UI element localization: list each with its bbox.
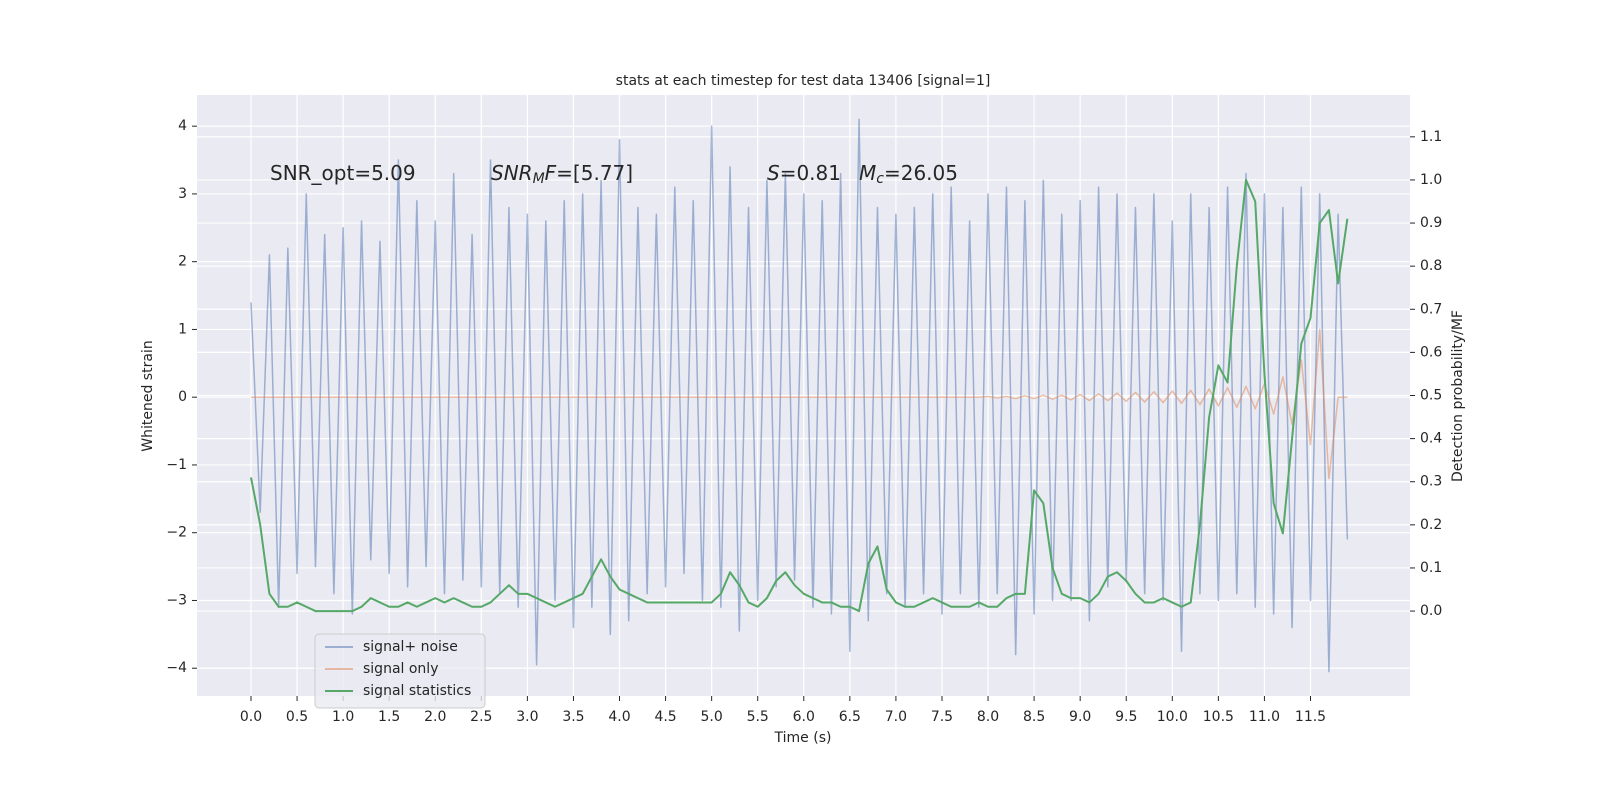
y2-tick-label: 0.0	[1420, 603, 1442, 619]
x-tick-label: 8.5	[1023, 709, 1045, 725]
x-tick-label: 1.5	[378, 709, 400, 725]
series-line	[250, 178, 1349, 613]
annotation-part: SNR	[491, 161, 533, 185]
y-tick-label: 3	[178, 186, 187, 202]
y-tick-label: 2	[178, 254, 187, 270]
x-tick-label: 4.5	[654, 709, 676, 725]
x-tick-label: 11.0	[1249, 709, 1280, 725]
series-line	[250, 118, 1349, 673]
y-tick-label: −1	[166, 457, 187, 473]
y2-tick-label: 0.6	[1420, 344, 1442, 360]
legend: signal+ noise signal only signal statistic…	[314, 633, 486, 709]
y2-tick-label: 1.0	[1420, 172, 1442, 188]
annotation-part: =[5.77]	[556, 161, 633, 185]
annotation-part: =26.05	[884, 161, 958, 185]
annotation-part: =0.81	[780, 161, 841, 185]
annotation: S=0.81	[767, 161, 841, 185]
annotation-part: M	[859, 161, 876, 185]
annotation-part: S	[767, 161, 780, 185]
y2-tick-label: 0.8	[1420, 258, 1442, 274]
y-tick-label: 4	[178, 118, 187, 134]
y-tick-label: −4	[166, 660, 187, 676]
legend-label: signal only	[363, 661, 438, 677]
annotation-part: SNR_opt=5.09	[270, 161, 416, 185]
annotation-part: M	[533, 171, 545, 187]
legend-label: signal+ noise	[363, 639, 458, 655]
x-tick-label: 9.0	[1069, 709, 1091, 725]
x-tick-label: 2.5	[470, 709, 492, 725]
y2-tick-label: 0.3	[1420, 474, 1442, 490]
x-tick-label: 5.5	[747, 709, 769, 725]
x-tick-label: 2.0	[424, 709, 446, 725]
series-line	[250, 328, 1348, 480]
x-tick-label: 7.0	[885, 709, 907, 725]
legend-label: signal statistics	[363, 683, 471, 699]
x-tick-label: 8.0	[977, 709, 999, 725]
y-tick-label: 1	[178, 321, 187, 337]
x-tick-label: 4.0	[608, 709, 630, 725]
y-tick-label: −2	[166, 525, 187, 541]
legend-box	[314, 633, 486, 709]
x-tick-label: 10.5	[1203, 709, 1234, 725]
annotation: Mc=26.05	[859, 161, 958, 188]
x-tick-label: 6.0	[793, 709, 815, 725]
y2-tick-label: 0.4	[1420, 431, 1442, 447]
x-tick-label: 9.5	[1115, 709, 1137, 725]
y-axis-label: Whitened strain	[140, 340, 156, 451]
y2-tick-label: 0.1	[1420, 560, 1442, 576]
x-tick-label: 6.5	[839, 709, 861, 725]
y2-axis-label: Detection probability/MF	[1450, 310, 1466, 482]
annotation: SNRMF=[5.77]	[491, 161, 633, 188]
x-tick-label: 11.5	[1295, 709, 1326, 725]
y2-tick-label: 0.5	[1420, 388, 1442, 404]
chart-title: stats at each timestep for test data 134…	[616, 73, 991, 89]
y2-tick-label: 0.7	[1420, 301, 1442, 317]
x-axis-label: Time (s)	[774, 730, 832, 746]
y2-tick-label: 0.2	[1420, 517, 1442, 533]
x-tick-label: 3.5	[562, 709, 584, 725]
x-tick-label: 1.0	[332, 709, 354, 725]
x-tick-label: 5.0	[701, 709, 723, 725]
y2-tick-label: 1.1	[1420, 129, 1442, 145]
y-tick-label: −3	[166, 592, 187, 608]
annotation: SNR_opt=5.09	[270, 161, 416, 185]
annotation-part: c	[876, 171, 884, 187]
x-tick-label: 0.5	[286, 709, 308, 725]
y2-tick-label: 0.9	[1420, 215, 1442, 231]
y-tick-label: 0	[178, 389, 187, 405]
annotation-part: F	[545, 161, 557, 185]
x-tick-label: 7.5	[931, 709, 953, 725]
x-tick-label: 0.0	[240, 709, 262, 725]
x-tick-label: 3.0	[516, 709, 538, 725]
x-tick-label: 10.0	[1157, 709, 1188, 725]
